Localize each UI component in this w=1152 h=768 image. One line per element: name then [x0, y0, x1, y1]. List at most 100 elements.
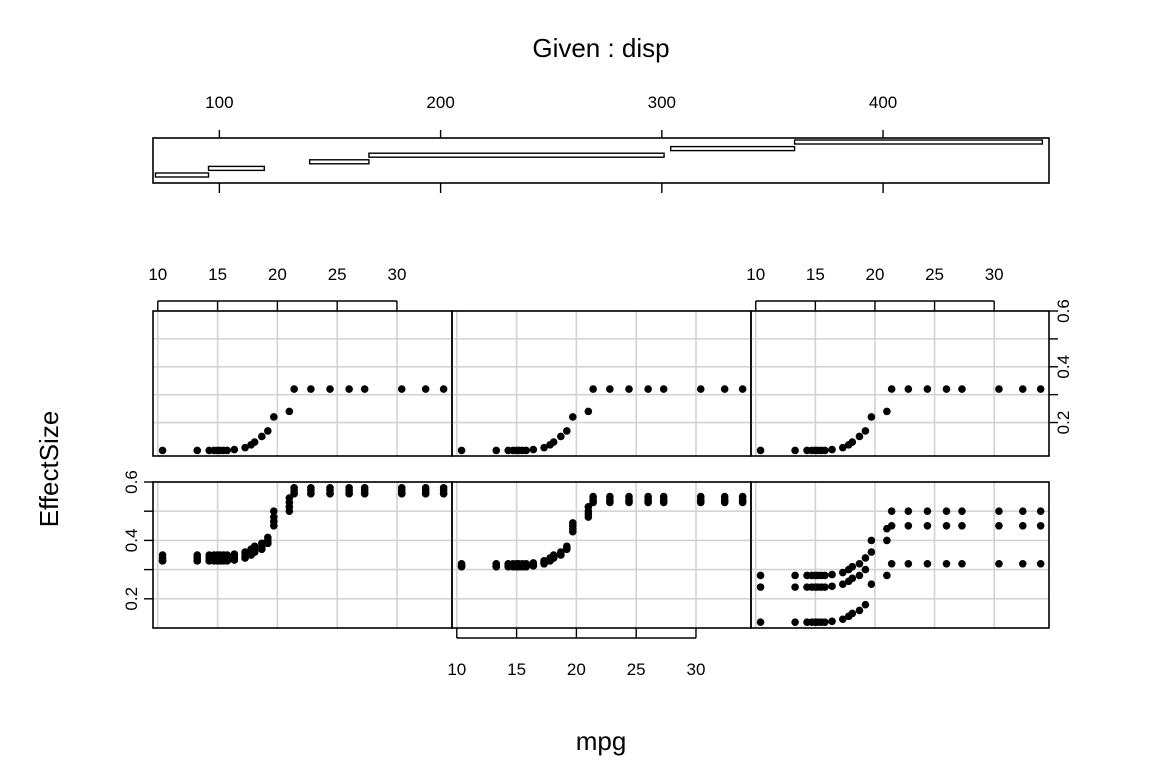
data-point	[563, 427, 571, 435]
panel-bottom-2	[451, 481, 752, 629]
given-interval-bar	[368, 152, 665, 158]
data-point	[923, 385, 932, 393]
data-point	[821, 618, 829, 626]
data-point	[540, 559, 548, 568]
data-point	[923, 522, 932, 530]
data-point	[568, 413, 577, 421]
data-point	[861, 554, 870, 562]
x-tick-label: 15	[806, 265, 825, 284]
data-point	[345, 484, 353, 492]
chart-title: Given : disp	[532, 33, 669, 63]
data-point	[457, 446, 466, 455]
data-point	[345, 385, 353, 393]
data-point	[606, 385, 614, 393]
given-interval-bar	[308, 159, 370, 165]
data-point	[821, 571, 829, 580]
data-point	[241, 443, 249, 452]
data-point	[326, 484, 334, 492]
data-point	[644, 385, 652, 393]
given-panel: 100 200 300 400	[152, 93, 1050, 193]
data-point	[625, 497, 633, 505]
data-point	[557, 432, 565, 441]
x-tick-label: 10	[746, 265, 765, 284]
data-point	[942, 522, 951, 530]
data-point	[696, 497, 705, 505]
data-point	[883, 407, 891, 416]
x-tick-label: 10	[447, 660, 466, 679]
data-point	[326, 385, 334, 393]
panel-frame	[750, 310, 1050, 457]
data-point	[584, 407, 593, 416]
y-axis-left: 0.2 0.4 0.6	[122, 470, 153, 611]
data-point	[861, 427, 870, 435]
data-point	[223, 551, 231, 559]
panel-top-1	[152, 310, 453, 457]
data-point	[1036, 522, 1045, 530]
data-point	[193, 551, 202, 559]
data-point	[887, 507, 896, 515]
data-point	[549, 438, 558, 446]
data-point	[1018, 522, 1027, 530]
given-interval-bar	[669, 145, 796, 152]
data-point	[904, 385, 913, 393]
data-point	[887, 522, 896, 530]
data-point	[867, 413, 876, 421]
data-point	[250, 438, 259, 446]
data-point	[397, 489, 406, 498]
panel-frame	[451, 481, 752, 629]
data-point	[285, 407, 294, 416]
data-point	[326, 489, 334, 498]
data-point	[158, 557, 167, 565]
data-point	[720, 385, 729, 393]
panel-top-2	[451, 310, 752, 457]
x-axis-col-2: 10 15 20 25 30	[447, 628, 705, 679]
data-point	[883, 536, 891, 545]
panel-frame	[750, 481, 1050, 629]
data-point	[397, 484, 406, 492]
x-tick-label: 20	[268, 265, 287, 284]
data-point	[492, 562, 501, 571]
data-point	[625, 385, 633, 393]
data-point	[269, 507, 278, 515]
data-point	[1036, 559, 1045, 568]
data-point	[883, 571, 891, 580]
data-point	[250, 548, 259, 556]
data-point	[457, 562, 466, 571]
data-point	[285, 494, 294, 502]
given-interval-bar	[154, 172, 210, 178]
data-point	[250, 542, 259, 551]
data-point	[264, 533, 272, 542]
given-panel-frame	[152, 137, 1050, 184]
data-point	[258, 432, 266, 441]
data-point	[540, 443, 548, 452]
data-point	[904, 507, 913, 515]
data-point	[193, 446, 202, 455]
data-point	[828, 582, 836, 591]
x-tick-label: 15	[507, 660, 526, 679]
data-point	[904, 522, 913, 530]
data-point	[193, 557, 202, 565]
data-point	[942, 507, 951, 515]
data-point	[230, 445, 239, 454]
x-tick-label: 20	[866, 265, 885, 284]
given-tick-label: 200	[426, 93, 454, 112]
data-point	[791, 446, 799, 455]
data-point	[904, 559, 913, 568]
data-point	[557, 551, 565, 559]
data-point	[756, 583, 765, 591]
y-tick-label: 0.6	[122, 470, 141, 494]
data-point	[1036, 507, 1045, 515]
data-point	[958, 385, 966, 393]
data-point	[848, 438, 857, 446]
x-tick-label: 25	[925, 265, 944, 284]
data-point	[828, 617, 836, 626]
x-axis-label: mpg	[576, 726, 627, 756]
given-interval-bar	[793, 139, 1044, 145]
x-tick-label: 30	[388, 265, 407, 284]
data-point	[290, 385, 298, 393]
data-point	[958, 507, 966, 515]
data-point	[738, 385, 747, 393]
data-point	[1018, 507, 1027, 515]
data-point	[696, 385, 705, 393]
data-point	[258, 545, 266, 553]
